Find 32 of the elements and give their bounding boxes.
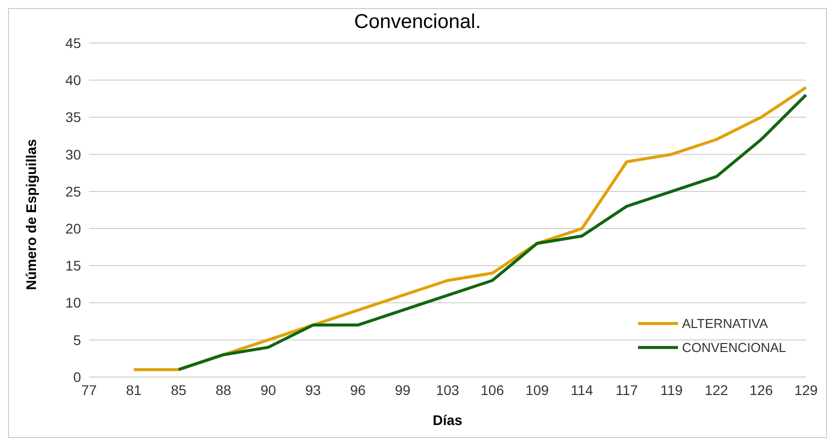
- x-tick-label: 88: [216, 382, 232, 398]
- x-tick-label: 122: [704, 382, 728, 398]
- x-tick-label: 93: [305, 382, 322, 398]
- chart-title: Convencional.: [353, 10, 482, 35]
- x-tick-label: 77: [81, 382, 97, 398]
- x-tick-label: 109: [525, 382, 550, 398]
- x-axis-title: Días: [432, 412, 462, 428]
- x-tick-label: 114: [570, 382, 594, 398]
- legend-label: ALTERNATIVA: [682, 316, 768, 330]
- y-tick-label: 0: [73, 368, 82, 385]
- y-tick-label: 35: [65, 109, 82, 126]
- x-tick-label: 81: [126, 382, 142, 398]
- x-tick-label: 126: [750, 382, 774, 398]
- y-tick-label: 30: [65, 146, 82, 162]
- x-tick-label: 119: [660, 382, 683, 398]
- x-tick-label: 99: [394, 382, 411, 398]
- y-tick-label: 40: [65, 72, 82, 88]
- x-tick-label: 103: [436, 382, 460, 398]
- x-tick-label: 90: [260, 382, 276, 398]
- x-tick-label: 106: [480, 382, 504, 398]
- x-tick-label: 129: [794, 382, 818, 398]
- y-tick-label: 20: [65, 220, 82, 237]
- y-tick-label: 45: [65, 34, 82, 51]
- y-axis-title: Número de Espiguillas: [22, 138, 39, 290]
- x-tick-label: 85: [170, 382, 187, 398]
- x-tick-label: 96: [350, 382, 366, 398]
- y-tick-label: 5: [73, 332, 82, 348]
- x-tick-label: 117: [616, 382, 638, 398]
- y-tick-label: 10: [65, 294, 82, 311]
- y-tick-label: 15: [65, 258, 82, 274]
- legend-label: CONVENCIONAL: [682, 340, 786, 354]
- y-tick-label: 25: [65, 183, 82, 200]
